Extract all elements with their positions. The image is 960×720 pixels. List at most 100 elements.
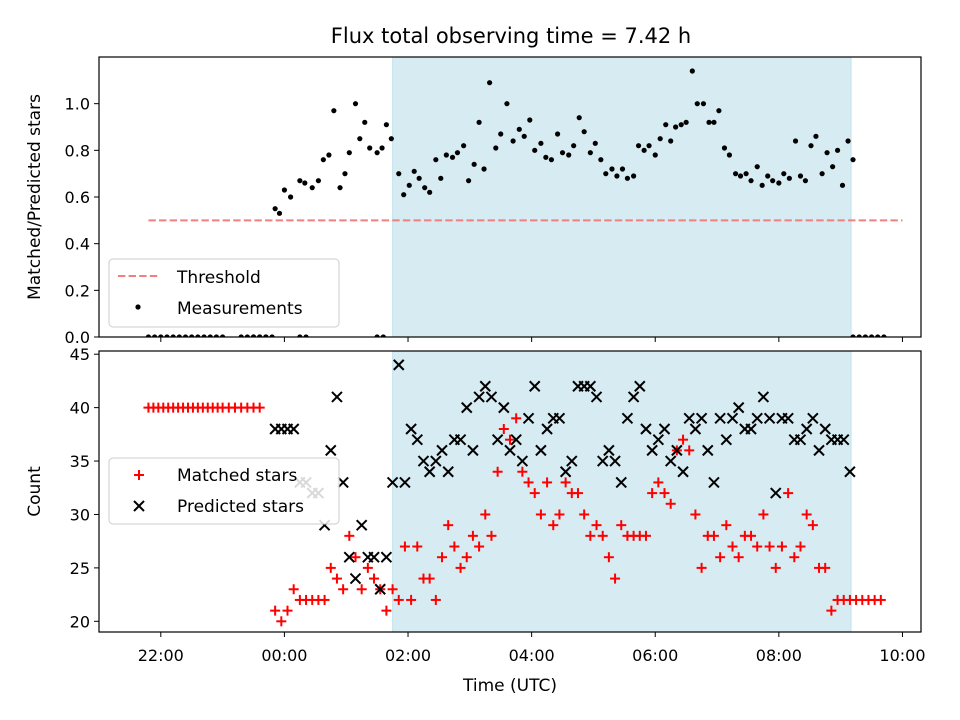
matched-star-marker xyxy=(696,562,707,573)
measurement-point xyxy=(641,147,647,153)
predicted-star-marker xyxy=(652,433,665,446)
predicted-star-marker xyxy=(745,423,757,435)
measurement-point xyxy=(406,182,412,188)
matched-star-marker xyxy=(591,520,602,531)
measurement-point xyxy=(759,182,765,188)
measurement-point xyxy=(652,152,658,158)
measurement-point xyxy=(411,168,417,174)
bottom-y-tick-label: 40 xyxy=(70,399,90,418)
matched-star-marker xyxy=(517,466,528,477)
measurement-point xyxy=(862,334,868,337)
matched-star-marker xyxy=(783,488,794,499)
measurement-point xyxy=(830,164,836,170)
predicted-star-marker xyxy=(417,455,430,467)
matched-star-marker xyxy=(424,573,435,584)
legend-matched-label: Matched stars xyxy=(177,466,297,486)
predicted-star-marker xyxy=(590,391,603,403)
matched-star-marker xyxy=(640,530,651,541)
x-tick-label: 22:00 xyxy=(138,646,184,665)
predicted-star-marker xyxy=(541,423,553,435)
matched-star-marker xyxy=(554,509,565,520)
measurement-point xyxy=(683,119,689,125)
measurement-point xyxy=(875,334,881,337)
predicted-star-marker xyxy=(726,412,739,425)
measurement-point xyxy=(614,173,620,179)
measurement-point xyxy=(732,171,739,177)
measurement-point xyxy=(548,157,555,163)
predicted-star-marker xyxy=(436,444,448,457)
measurement-point xyxy=(287,194,294,200)
x-tick-label: 02:00 xyxy=(385,646,431,665)
measurement-point xyxy=(493,145,499,151)
predicted-star-marker xyxy=(627,391,640,403)
measurement-point xyxy=(367,145,373,151)
predicted-star-marker xyxy=(782,412,794,425)
measurement-point xyxy=(781,171,787,177)
measurement-point xyxy=(504,101,510,107)
measurement-point xyxy=(754,164,760,170)
measurement-point xyxy=(711,119,717,125)
matched-star-marker xyxy=(282,605,293,616)
measurement-point xyxy=(238,334,244,337)
top-panel: 0.0 0.2 0.4 0.6 0.8 1.0 Matched/Predicted star… xyxy=(25,56,922,347)
measurement-point xyxy=(765,173,771,179)
measurement-point xyxy=(532,147,538,153)
matched-star-marker xyxy=(467,530,478,541)
measurement-point xyxy=(808,143,814,149)
measurement-point xyxy=(498,131,504,137)
predicted-star-marker xyxy=(522,412,535,425)
measurement-point xyxy=(176,334,182,337)
predicted-star-marker xyxy=(553,412,566,425)
measurement-point xyxy=(631,173,637,179)
bottom-y-tick-label: 45 xyxy=(70,345,90,364)
measurement-point xyxy=(465,178,472,184)
matched-star-marker xyxy=(535,509,546,520)
measurement-point xyxy=(743,171,749,177)
matched-star-marker xyxy=(455,562,466,573)
measurement-point xyxy=(396,171,402,177)
measurement-point xyxy=(443,152,449,158)
predicted-star-marker xyxy=(634,380,646,392)
measurement-point xyxy=(819,171,825,177)
matched-star-marker xyxy=(529,488,540,499)
matched-star-marker xyxy=(511,413,522,424)
predicted-star-marker xyxy=(763,412,776,425)
measurement-point xyxy=(337,185,343,191)
matched-star-marker xyxy=(331,573,342,584)
measurement-point xyxy=(158,334,164,337)
predicted-star-marker xyxy=(479,380,491,392)
matched-star-marker xyxy=(393,594,404,605)
measurement-point xyxy=(152,334,158,337)
measurement-point xyxy=(598,157,604,163)
predicted-star-marker xyxy=(609,455,621,467)
matched-star-marker xyxy=(505,434,515,445)
predicted-star-marker xyxy=(467,444,479,457)
predicted-star-marker xyxy=(430,455,442,467)
measurement-point xyxy=(839,182,846,188)
x-tick-label: 04:00 xyxy=(509,646,555,665)
measurement-point xyxy=(471,161,477,167)
predicted-star-marker xyxy=(664,455,677,467)
matched-star-marker xyxy=(492,466,503,477)
measurement-point xyxy=(609,166,615,172)
measurement-point xyxy=(571,143,577,149)
legend-matched-swatch xyxy=(134,470,144,480)
top-y-tick-label: 0.0 xyxy=(65,328,90,347)
matched-star-marker xyxy=(770,562,781,573)
predicted-star-marker xyxy=(399,476,411,489)
measurement-point xyxy=(538,140,544,146)
matched-star-marker xyxy=(443,520,454,531)
predicted-star-marker xyxy=(671,444,683,457)
measurement-point xyxy=(824,150,830,156)
measurement-point xyxy=(257,334,263,337)
measurement-point xyxy=(422,185,428,191)
predicted-star-marker xyxy=(770,487,782,499)
matched-star-marker xyxy=(684,445,695,456)
predicted-star-marker xyxy=(473,391,485,403)
matched-star-marker xyxy=(826,605,837,616)
matched-star-marker xyxy=(325,562,336,573)
matched-star-marker xyxy=(350,552,361,563)
matched-star-marker xyxy=(579,509,590,520)
predicted-star-marker xyxy=(720,433,733,446)
predicted-star-marker xyxy=(683,412,695,425)
